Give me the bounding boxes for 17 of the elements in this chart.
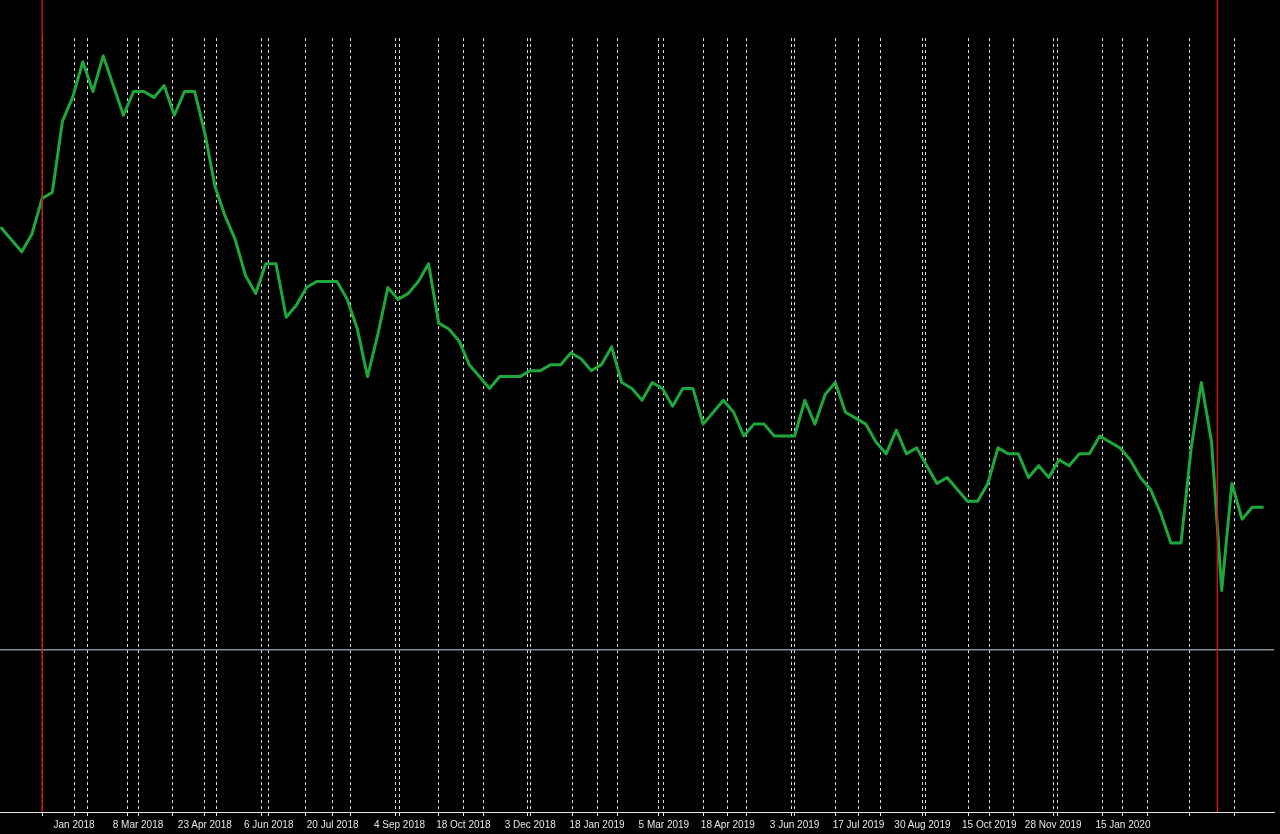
x-tick-label: 15 Jan 2020 xyxy=(1095,818,1151,830)
x-tick-label: 18 Jan 2019 xyxy=(569,818,626,830)
x-tick-label: 18 Apr 2019 xyxy=(700,818,756,830)
x-tick-label: 3 Jun 2019 xyxy=(769,818,820,830)
x-tick-label: 30 Aug 2019 xyxy=(894,818,951,830)
x-tick-label: 28 Nov 2019 xyxy=(1024,818,1082,830)
x-tick-label: 6 Jun 2018 xyxy=(244,818,294,830)
x-tick-label: 18 Oct 2018 xyxy=(436,818,492,830)
x-tick-label: 20 Jul 2018 xyxy=(306,818,359,830)
x-tick-label: 8 Mar 2018 xyxy=(112,818,164,830)
x-tick-label: 17 Jul 2019 xyxy=(832,818,885,830)
x-tick-label: 15 Oct 2019 xyxy=(962,818,1017,830)
x-tick-label: 4 Sep 2018 xyxy=(373,818,426,830)
x-tick-label: 23 Apr 2018 xyxy=(177,818,233,830)
x-tick-label: 3 Dec 2018 xyxy=(504,818,557,830)
x-tick-label: Jan 2018 xyxy=(53,818,96,830)
x-tick-label: 5 Mar 2019 xyxy=(638,818,690,830)
